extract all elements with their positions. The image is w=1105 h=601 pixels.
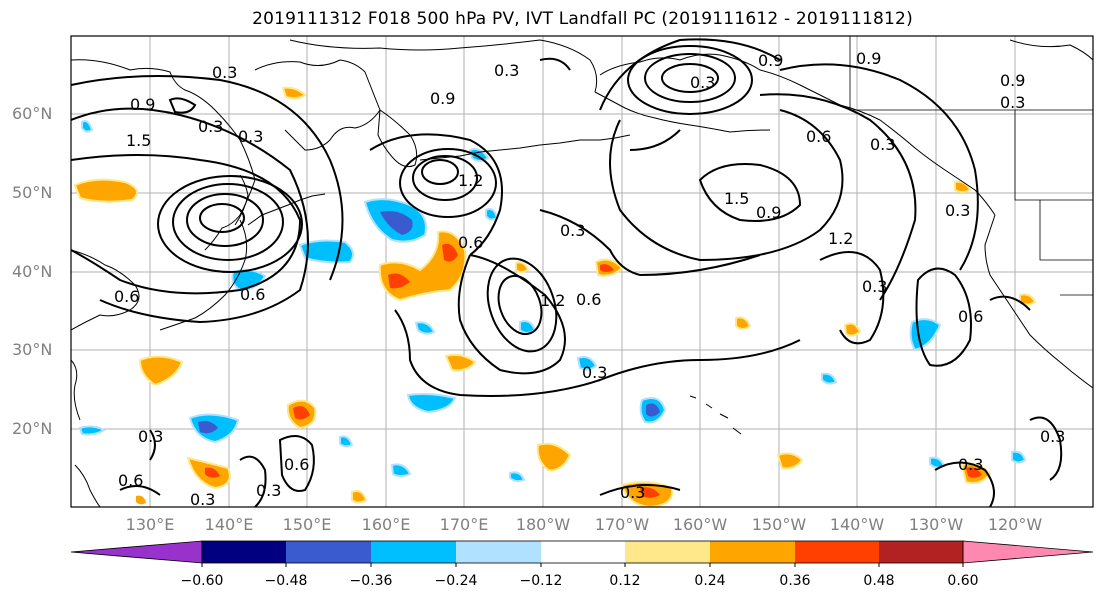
colorbar bbox=[70, 540, 1094, 567]
contour-label: 0.9 bbox=[430, 89, 455, 108]
colorbar-segment bbox=[795, 541, 879, 563]
lon-label: 130°E bbox=[125, 515, 175, 534]
contour-label: 0.6 bbox=[240, 285, 265, 304]
colorbar-tick-label: 0.24 bbox=[694, 573, 726, 589]
colorbar-segment bbox=[879, 541, 963, 563]
lat-label: 30°N bbox=[12, 340, 53, 359]
contour-label: 0.3 bbox=[560, 221, 585, 240]
colorbar-segment bbox=[710, 541, 795, 563]
contour-label: 1.2 bbox=[458, 171, 483, 190]
lon-label: 130°W bbox=[908, 515, 964, 534]
plot-frame bbox=[70, 35, 1094, 508]
contour-label: 0.6 bbox=[458, 233, 483, 252]
contour-label: 0.6 bbox=[958, 307, 983, 326]
colorbar-tick-label: −0.36 bbox=[349, 573, 393, 589]
colorbar-segment bbox=[625, 541, 710, 563]
contour-label: 0.3 bbox=[862, 277, 887, 296]
colorbar-segment bbox=[962, 540, 1094, 564]
contour-label: 0.3 bbox=[870, 135, 895, 154]
colorbar-tick-label: 0.60 bbox=[947, 573, 979, 589]
contour-label: 1.2 bbox=[828, 229, 853, 248]
colorbar-tick-label: 0.48 bbox=[863, 573, 895, 589]
contour-label: 0.3 bbox=[958, 455, 983, 474]
plot-area: 0.3 0.9 0.3 0.3 0.6 1.5 0.9 0.3 0.6 1.2 … bbox=[71, 36, 1093, 509]
lon-label: 160°W bbox=[672, 515, 728, 534]
colorbar-tick-label: −0.12 bbox=[519, 573, 563, 589]
contour-label: 0.3 bbox=[198, 117, 223, 136]
colorbar-segment bbox=[541, 541, 625, 563]
colorbar-tick-label: −0.60 bbox=[180, 573, 224, 589]
colorbar-segment bbox=[70, 540, 203, 564]
contour-label: 0.3 bbox=[238, 127, 263, 146]
contour-label: 0.6 bbox=[576, 290, 601, 309]
contour-label: 0.6 bbox=[118, 471, 143, 490]
shaded-field bbox=[73, 86, 1037, 507]
contour-label: 0.9 bbox=[1000, 71, 1025, 90]
contour-label: 0.9 bbox=[856, 49, 881, 68]
colorbar-segment bbox=[286, 541, 371, 563]
contour-label: 0.3 bbox=[190, 490, 215, 509]
contour-label: 0.9 bbox=[756, 203, 781, 222]
lon-label: 140°W bbox=[829, 515, 885, 534]
contour-label: 1.5 bbox=[724, 189, 749, 208]
contour-label: 0.3 bbox=[620, 483, 645, 502]
contour-label: 0.3 bbox=[1040, 427, 1065, 446]
lon-label: 180°W bbox=[515, 515, 571, 534]
lon-label: 160°E bbox=[361, 515, 411, 534]
map-title: 2019111312 F018 500 hPa PV, IVT Landfall… bbox=[252, 9, 913, 29]
contour-label: 0.3 bbox=[690, 73, 715, 92]
contour-label: 1.2 bbox=[540, 291, 565, 310]
colorbar-segment bbox=[456, 541, 541, 563]
lon-label: 150°E bbox=[282, 515, 332, 534]
colorbar-segment bbox=[371, 541, 456, 563]
lon-label: 150°W bbox=[751, 515, 807, 534]
pv-contours bbox=[71, 38, 1063, 507]
contour-labels: 0.3 0.9 0.3 0.3 0.6 1.5 0.9 0.3 0.6 1.2 … bbox=[114, 49, 1065, 509]
contour-label: 0.6 bbox=[284, 455, 309, 474]
colorbar-tick-label: −0.24 bbox=[434, 573, 478, 589]
contour-label: 0.9 bbox=[130, 95, 155, 114]
lon-label: 170°W bbox=[594, 515, 650, 534]
lat-label: 60°N bbox=[12, 104, 53, 123]
contour-label: 0.3 bbox=[582, 363, 607, 382]
contour-label: 0.9 bbox=[758, 51, 783, 70]
contour-label: 0.3 bbox=[256, 481, 281, 500]
contour-label: 0.3 bbox=[494, 61, 519, 80]
colorbar-tick-label: 0.12 bbox=[609, 573, 641, 589]
contour-label: 0.3 bbox=[945, 201, 970, 220]
contour-label: 0.3 bbox=[212, 63, 237, 82]
colorbar-tick-label: 0.36 bbox=[779, 573, 811, 589]
lon-label: 140°E bbox=[204, 515, 254, 534]
contour-label: 1.5 bbox=[126, 131, 151, 150]
coastlines bbox=[71, 36, 1093, 507]
colorbar-tick-label: −0.48 bbox=[264, 573, 308, 589]
lat-label: 50°N bbox=[12, 183, 53, 202]
contour-label: 0.3 bbox=[138, 427, 163, 446]
lon-label: 170°E bbox=[439, 515, 489, 534]
contour-label: 0.3 bbox=[1000, 93, 1025, 112]
lat-label: 20°N bbox=[12, 419, 53, 438]
contour-label: 0.6 bbox=[806, 127, 831, 146]
lon-label: 120°W bbox=[987, 515, 1043, 534]
contour-label: 0.6 bbox=[114, 287, 139, 306]
lat-label: 40°N bbox=[12, 262, 53, 281]
colorbar-segment bbox=[202, 541, 286, 563]
